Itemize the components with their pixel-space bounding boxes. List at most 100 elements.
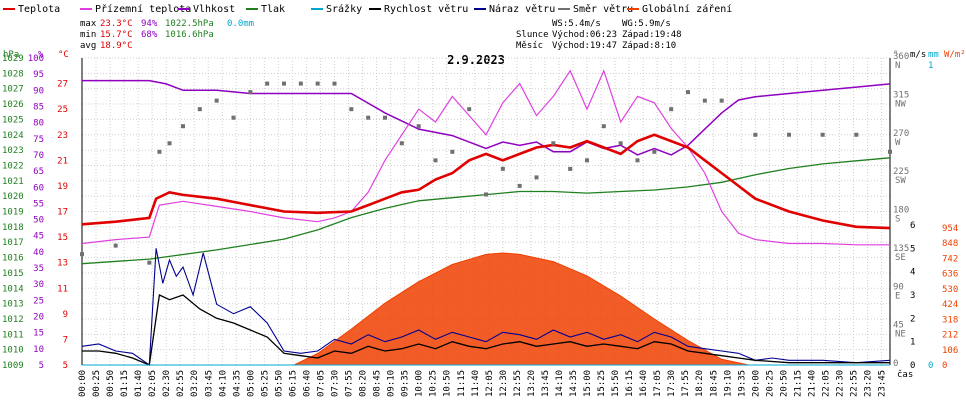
tick-time: 07:30 <box>331 370 341 397</box>
tick-temperature_c: 21 <box>57 156 68 166</box>
wind-dir-point <box>383 115 387 120</box>
tick-time: 10:50 <box>443 370 453 397</box>
wind-dir-point <box>433 158 438 163</box>
tick-pressure_hpa: 1023 <box>2 146 24 156</box>
tick-time: 00:25 <box>92 370 102 397</box>
tick-wind-dir-label: SE <box>895 253 906 263</box>
wind-dir-point <box>888 149 892 154</box>
wind-dir-point <box>265 81 270 86</box>
stats-max-label: max <box>80 19 97 29</box>
tick-wind-dir-label: NW <box>895 99 906 109</box>
legend-label-8: Globální záření <box>642 3 732 15</box>
tick-pressure_hpa: 1017 <box>2 238 24 248</box>
tick-radiation: 212 <box>942 331 958 341</box>
tick-wind-dir-label: E <box>895 291 900 301</box>
wind-dir-point <box>551 141 556 146</box>
tick-wind-speed: 3 <box>910 291 915 301</box>
astro-moon-label: Měsíc <box>516 41 543 51</box>
stats-min-label: min <box>80 30 96 40</box>
tick-time: 22:55 <box>850 370 860 397</box>
tick-humidity_pct: 65 <box>33 167 44 177</box>
wind-dir-point <box>568 166 573 171</box>
tick-time: 04:35 <box>232 370 242 397</box>
wind-dir-point <box>197 107 202 112</box>
astro-sun-label: Slunce <box>516 30 549 40</box>
legend-label-4: Srážky <box>326 3 362 15</box>
tick-time: 12:55 <box>513 370 523 397</box>
tick-radiation: 318 <box>942 315 958 325</box>
tick-radiation: 0 <box>942 361 947 371</box>
wind-dir-point <box>298 81 303 86</box>
wind-dir-point <box>157 149 162 154</box>
tick-time: 10:25 <box>429 370 439 397</box>
tick-wind-dir: 45 <box>893 321 904 331</box>
legend-label-6: Náraz větru <box>489 3 555 15</box>
wind-dir-point <box>450 149 455 154</box>
unit-ms: m/s <box>910 50 926 60</box>
tick-time: 05:50 <box>274 370 284 397</box>
series-temperature <box>81 133 891 230</box>
tick-temperature_c: 15 <box>57 233 68 243</box>
tick-humidity_pct: 90 <box>33 86 44 96</box>
tick-time: 01:15 <box>120 370 130 397</box>
tick-time: 07:55 <box>345 370 355 397</box>
wind-dir-point <box>366 115 371 120</box>
astro-sun-rise: Východ:06:23 <box>552 30 617 40</box>
tick-time: 12:05 <box>485 370 495 397</box>
tick-pressure_hpa: 1010 <box>2 346 24 356</box>
tick-wind-dir-label: N <box>895 61 900 71</box>
chart-title: 2.9.2023 <box>447 53 505 67</box>
wind-dir-point <box>416 124 421 129</box>
wind-dir-point <box>282 81 286 86</box>
tick-wind-dir-label: W <box>895 138 901 148</box>
tick-wind-dir: 270 <box>893 129 909 139</box>
wind-dir-point <box>652 149 657 154</box>
tick-time: 18:45 <box>709 370 719 397</box>
legend: Teplota Přízemní teplota Vlhkost Tlak Srážky… <box>3 3 732 15</box>
tick-pressure_hpa: 1015 <box>2 269 24 279</box>
tick-time: 07:05 <box>316 370 326 397</box>
wind-dir-point <box>686 90 690 95</box>
tick-time: 23:45 <box>878 370 888 397</box>
tick-wind-speed: 6 <box>910 221 915 231</box>
tick-wind-speed: 0 <box>910 361 915 371</box>
tick-time: 03:45 <box>204 370 214 397</box>
tick-humidity_pct: 30 <box>33 280 44 290</box>
stats-avg-temp: 18.9°C <box>100 41 133 51</box>
wind-dir-point <box>601 124 606 129</box>
tick-time: 05:00 <box>246 370 256 397</box>
tick-time: 16:40 <box>639 370 649 397</box>
tick-time: 04:10 <box>218 370 228 397</box>
legend-label-5: Rychlost větru <box>384 3 468 15</box>
tick-time: 13:20 <box>527 370 537 397</box>
tick-pressure_hpa: 1009 <box>2 361 24 371</box>
x-axis-label: čas <box>897 369 913 380</box>
tick-time: 20:50 <box>779 370 789 397</box>
tick-time: 21:15 <box>793 370 803 397</box>
wind-dir-point <box>231 115 236 120</box>
series-ground-temp <box>81 69 890 246</box>
tick-humidity_pct: 100 <box>28 54 44 64</box>
tick-pressure_hpa: 1022 <box>2 161 24 171</box>
legend-label-0: Teplota <box>18 4 60 15</box>
wind-dir-point <box>399 141 404 146</box>
tick-humidity_pct: 55 <box>33 199 44 209</box>
tick-temperature_c: 13 <box>57 259 68 269</box>
tick-temperature_c: 17 <box>57 208 68 218</box>
stats-max-rain: 0.0mm <box>227 19 254 29</box>
wind-dir-point <box>214 98 219 103</box>
tick-time: 19:10 <box>723 370 733 397</box>
legend-label-7: Směr větru <box>573 3 633 15</box>
tick-wind-speed: 5 <box>910 244 915 254</box>
wind-dir-point <box>618 141 623 146</box>
unit-wm2: W/m² <box>944 50 966 60</box>
legend-label-2: Vlhkost <box>193 4 235 15</box>
tick-humidity_pct: 75 <box>33 135 44 145</box>
astro-moon-rise: Východ:19:47 <box>552 41 617 51</box>
wind-dir-point <box>147 260 152 265</box>
tick-pressure_hpa: 1024 <box>2 131 24 141</box>
tick-radiation: 954 <box>942 224 958 234</box>
wind-dir-point <box>181 124 185 129</box>
tick-time: 21:40 <box>807 370 817 397</box>
